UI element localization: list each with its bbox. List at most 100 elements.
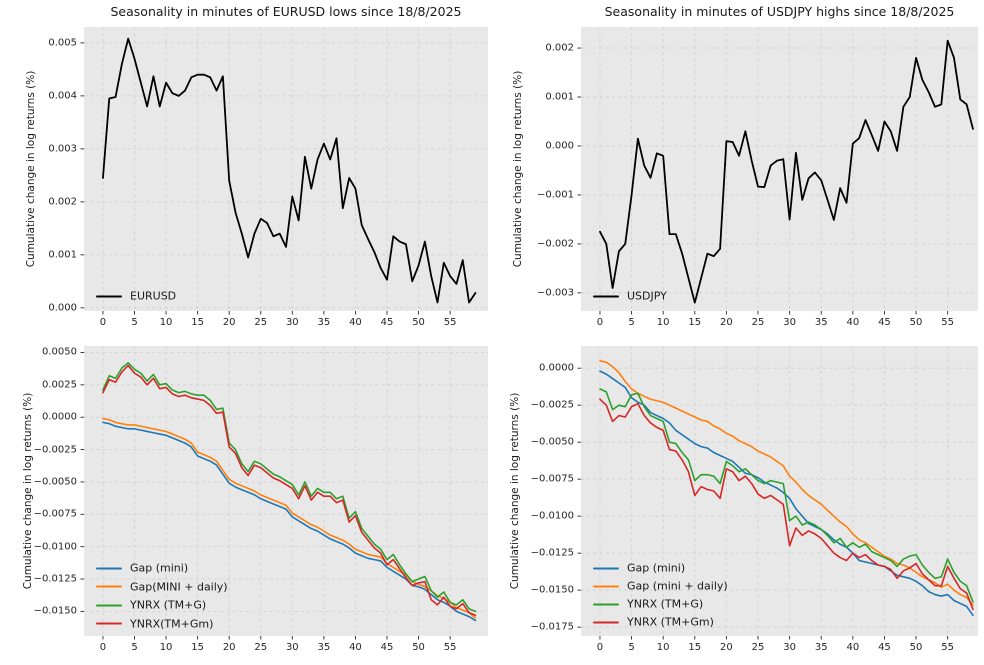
x-tick-label: 0 [596,642,604,653]
x-tick-label: 5 [131,317,138,328]
legend-label: Gap (mini + daily) [627,579,728,593]
x-tick-label: 0 [99,642,107,653]
y-tick-label: −0.0125 [33,573,77,585]
y-tick-label: −0.0175 [530,621,574,633]
y-tick-label: 0.002 [48,196,77,208]
series-line-ynrx-tm-gm [599,398,974,611]
x-tick-label: 35 [317,642,331,653]
x-tick-label: 20 [222,642,236,653]
y-tick-label: 0.005 [48,37,77,49]
x-tick-label: 45 [878,642,891,653]
x-tick-label: 15 [191,317,204,328]
legend-entry: YNRX(TM+Gm) [96,617,213,630]
x-tick-label: 55 [443,642,457,653]
panel-usdjpy-highs: Seasonality in minutes of USDJPY highs s… [492,0,984,333]
legend-label: Gap (mini) [627,561,686,575]
x-tick-label: 25 [254,317,268,328]
x-tick-label: 0 [99,317,107,328]
plot-area-usdjpy-highs [577,27,978,315]
x-tick-label: 35 [814,642,828,653]
x-tick-label: 15 [688,642,702,653]
legend-entry: YNRX (TM+Gm) [593,616,714,629]
y-tick-label: 0.000 [545,140,574,152]
x-tick-label: 35 [814,317,828,328]
x-tick-label: 30 [285,642,299,653]
x-tick-label: 50 [412,642,425,653]
y-tick-label: −0.0125 [530,547,574,559]
chart-title: Seasonality in minutes of EURUSD lows si… [110,4,462,19]
x-tick-label: 40 [349,642,362,653]
legend-entry: Gap (mini + daily) [593,580,728,593]
y-tick-label: −0.002 [536,238,574,250]
legend-line-sample [96,567,122,569]
y-tick-label: 0.004 [48,90,77,102]
series-line-gap-mini [599,370,974,617]
legend-entry: YNRX (TM+G) [96,599,206,612]
x-tick-label: 45 [380,642,394,653]
x-tick-label: 40 [846,317,860,328]
legend-label: Gap (mini) [130,561,189,575]
y-tick-label: 0.0000 [539,362,574,374]
y-tick-label: −0.0050 [530,436,574,448]
chart-canvas-usdjpy-highs [577,27,978,315]
series-line-ynrx-tm-g [599,388,974,603]
plot-area-eurusd-lows [80,27,488,315]
x-tick-label: 30 [783,642,796,653]
panel-eurusd-lows: Seasonality in minutes of EURUSD lows si… [0,0,492,333]
y-tick-label: −0.0025 [33,444,77,456]
x-tick-label: 15 [191,642,204,653]
legend-label: YNRX (TM+G) [130,598,207,612]
legend-line-sample [96,295,122,297]
legend-label: USDJPY [627,289,667,303]
legend-line-sample [593,621,619,623]
x-tick-label: 55 [443,317,457,328]
x-tick-label: 55 [941,317,955,328]
y-axis-label: Cumulative change in log returns (%) [22,392,34,590]
legend-label: EURUSD [130,289,177,303]
x-tick-label: 30 [285,317,299,328]
x-tick-label: 40 [349,317,362,328]
chart-canvas-eurusd-lows-strategies [80,346,488,640]
y-tick-label: −0.0075 [530,473,574,485]
y-tick-label: 0.003 [48,143,77,155]
y-tick-label: 0.0025 [42,379,77,391]
x-tick-label: 10 [159,317,173,328]
legend-line-sample [593,567,619,569]
x-tick-label: 5 [131,642,138,653]
y-tick-label: −0.003 [536,287,574,299]
panel-eurusd-strategies: Cumulative change in log returns (%) 0 5 1… [0,333,492,665]
panel-usdjpy-strategies: Cumulative change in log returns (%) 0 5 1… [492,333,984,665]
y-tick-label: −0.0100 [530,510,574,522]
plot-area-eurusd-strategies [80,346,488,640]
legend-line-sample [593,603,619,605]
x-tick-label: 50 [909,317,923,328]
y-tick-label: −0.0150 [530,584,574,596]
x-tick-label: 5 [628,642,635,653]
x-tick-label: 55 [941,642,955,653]
legend-label: YNRX (TM+Gm) [627,615,714,629]
y-tick-label: −0.0075 [33,508,77,520]
x-tick-label: 45 [878,317,891,328]
legend-line-sample [96,585,122,588]
legend-line-sample [593,295,619,297]
x-tick-label: 10 [159,642,173,653]
x-tick-label: 25 [751,642,765,653]
legend-label: Gap(MINI + daily) [130,580,228,593]
legend-entry: Gap(MINI + daily) [96,580,228,593]
series-line-ynrx-tm-gm [102,364,477,617]
series-line-gap-mini-daily [599,360,974,606]
legend-entry: USDJPY [593,290,667,303]
x-tick-label: 40 [846,642,860,653]
plot-area-usdjpy-strategies [577,346,978,640]
y-tick-label: −0.0025 [530,399,574,411]
y-tick-label: 0.000 [48,302,77,314]
series-line-ynrx-tm-g [102,362,477,613]
legend-entry: YNRX (TM+G) [593,598,703,611]
y-axis-label: Cumulative change in log returns (%) [25,70,37,268]
y-tick-label: 0.001 [545,91,574,103]
y-tick-label: −0.0100 [33,541,77,553]
x-tick-label: 20 [720,642,733,653]
chart-title: Seasonality in minutes of USDJPY highs s… [604,4,955,19]
y-tick-label: 0.002 [545,42,574,54]
x-tick-label: 5 [628,317,635,328]
